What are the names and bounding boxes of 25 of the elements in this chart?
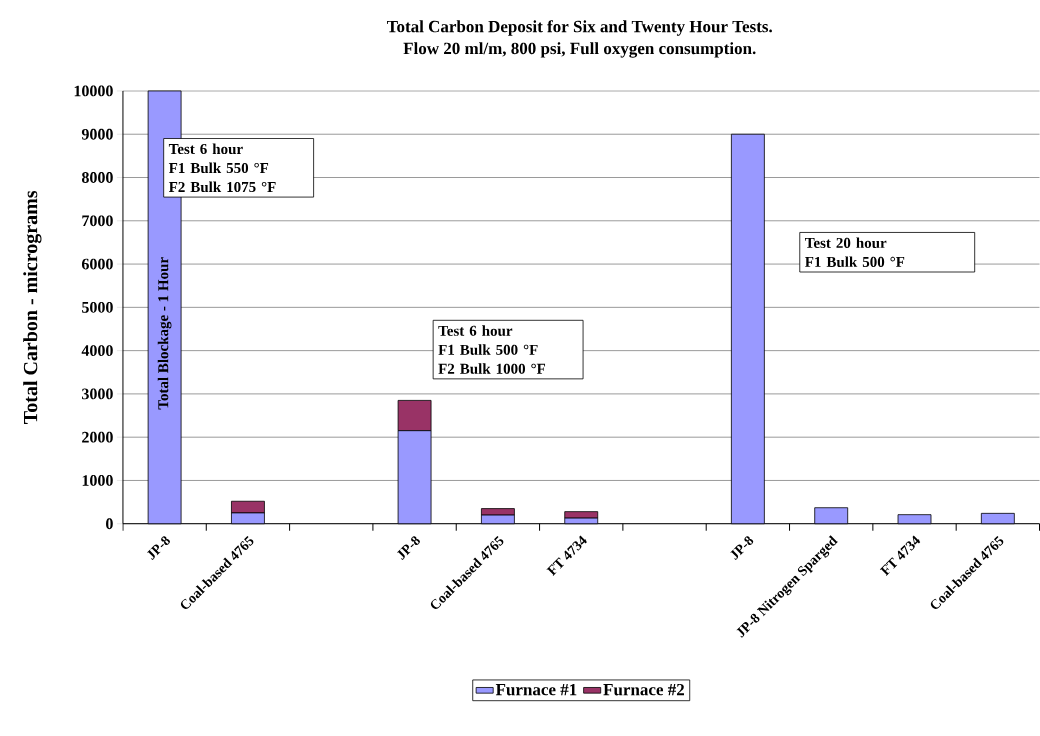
chart-subtitle: Flow 20 ml/m, 800 psi, Full oxygen consumption.: [403, 42, 756, 58]
annotation: F1 Bulk 550 °F: [168, 162, 269, 174]
legend-label: Furnace #2: [603, 684, 684, 696]
annotation: F1 Bulk 500 °F: [805, 256, 905, 268]
y-tick-label: 0: [106, 518, 113, 530]
y-tick-label: 1000: [82, 475, 113, 487]
annotation: Total Blockage - 1 Hour: [157, 257, 172, 410]
annotation: F2 Bulk 1075 °F: [168, 181, 276, 193]
chart-title: Total Carbon Deposit for Six and Twenty Hour Tests.: [387, 20, 772, 36]
y-tick-label: 8000: [81, 172, 113, 184]
y-tick-label: 6000: [81, 258, 113, 270]
y-tick-label: 10000: [74, 85, 113, 97]
y-tick-label: 5000: [82, 302, 113, 313]
y-tick-label: 3000: [82, 388, 113, 400]
y-tick-label: 4000: [81, 345, 113, 357]
legend-label: Furnace #1: [495, 684, 577, 696]
annotation: Test 6 hour: [168, 143, 243, 155]
y-tick-label: 7000: [82, 215, 113, 227]
y-tick-label: 9000: [81, 129, 113, 140]
y-axis-title: Total Carbon - micrograms: [23, 191, 42, 425]
annotation: F2 Bulk 1000 °F: [438, 363, 546, 375]
annotation: F1 Bulk 500 °F: [438, 344, 538, 356]
annotation: Test 20 hour: [805, 237, 887, 249]
annotation: Test 6 hour: [438, 325, 513, 337]
y-tick-label: 2000: [82, 431, 113, 443]
